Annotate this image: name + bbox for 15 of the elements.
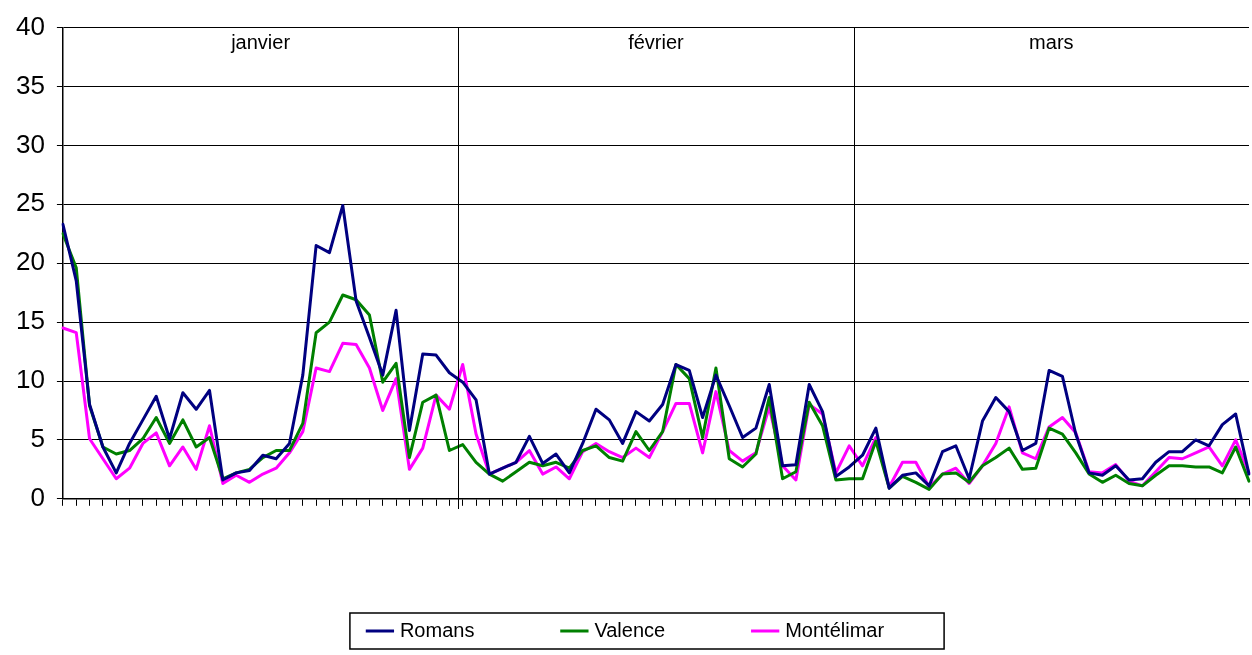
annotation: janvier	[230, 31, 291, 54]
y-tick-label: 15	[16, 305, 45, 336]
y-tick-label: 25	[16, 187, 45, 218]
y-tick-label: 35	[16, 69, 45, 100]
legend-label: Montélimar	[785, 618, 885, 641]
y-tick-label: 20	[16, 246, 45, 277]
y-tick-label: 40	[16, 10, 45, 41]
y-tick-label: 30	[16, 128, 45, 159]
y-tick-label: 10	[16, 364, 45, 395]
legend-label: Valence	[594, 618, 666, 641]
y-tick-label: 0	[30, 481, 45, 512]
annotation: mars	[1029, 31, 1074, 54]
annotation: février	[628, 31, 685, 54]
y-tick-label: 5	[30, 423, 45, 454]
legend-label: Romans	[399, 618, 475, 641]
